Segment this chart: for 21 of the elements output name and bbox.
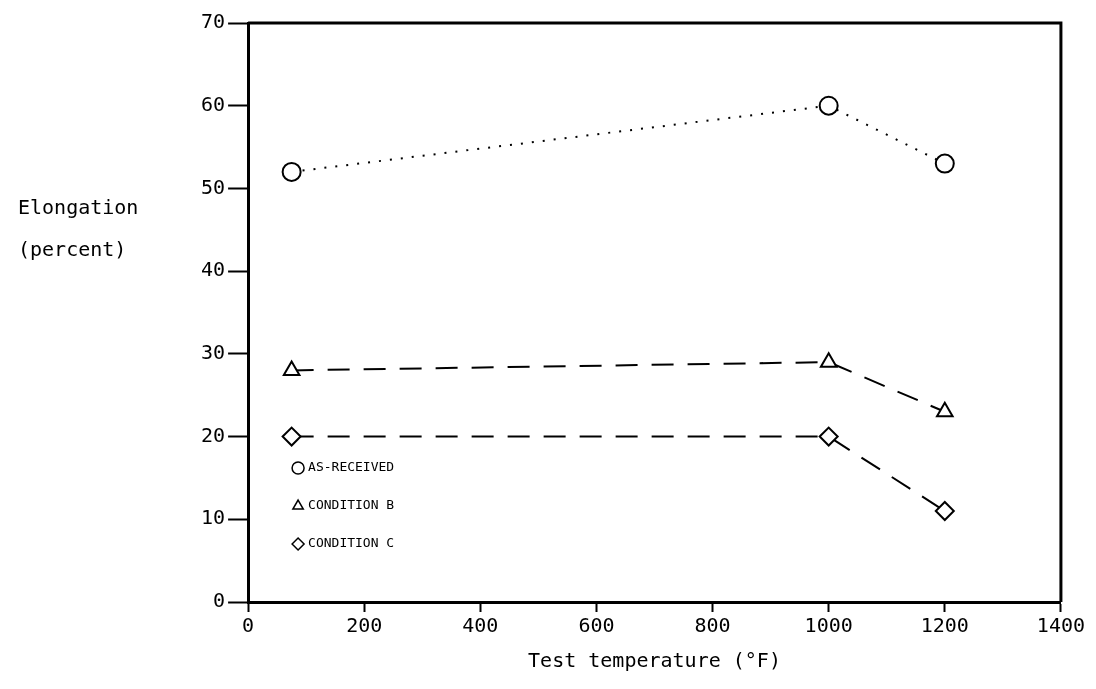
y-tick-label: 70 (200, 9, 226, 34)
x-tick-label: 1200 (920, 613, 969, 638)
legend-label: CONDITION B (308, 497, 395, 513)
legend-label: AS-RECEIVED (308, 459, 395, 475)
y-tick-label: 30 (200, 340, 226, 365)
x-tick-label: 0 (242, 613, 255, 638)
y-tick-label: 0 (213, 588, 226, 613)
y-axis-title: Elongation (percent) (18, 194, 140, 263)
x-tick-label: 800 (694, 613, 731, 638)
x-tick-label: 1400 (1036, 613, 1085, 638)
y-tick-label: 10 (200, 505, 226, 530)
x-tick-label: 1000 (804, 613, 853, 638)
y-tick-label: 40 (200, 257, 226, 282)
x-axis-title: Test temperature (°F) (528, 648, 781, 673)
x-tick-label: 200 (346, 613, 383, 638)
x-tick-label: 600 (578, 613, 615, 638)
y-tick-label: 60 (200, 91, 226, 116)
legend-label: CONDITION C (308, 535, 395, 551)
x-tick-label: 400 (462, 613, 499, 638)
y-tick-label: 20 (200, 422, 226, 447)
y-tick-label: 50 (200, 174, 226, 199)
